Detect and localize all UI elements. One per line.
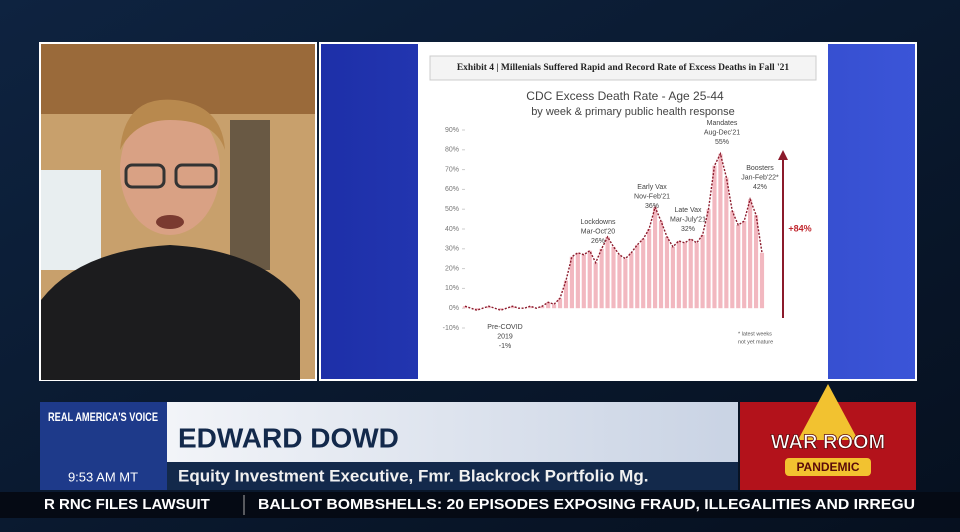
bar (486, 306, 491, 309)
ticker-left: R RNC FILES LAWSUIT (44, 496, 210, 513)
change-label: +84% (788, 223, 811, 233)
bar (462, 306, 468, 309)
bar (474, 308, 479, 311)
bar (759, 252, 765, 309)
annotation: Jan-Feb'22* (741, 174, 779, 181)
bar (498, 308, 503, 311)
network-name: REAL AMERICA'S VOICE (48, 410, 158, 424)
annotation: Aug-Dec'21 (704, 129, 740, 136)
bar (753, 215, 759, 309)
bar (724, 177, 729, 309)
bar (676, 240, 681, 309)
annotation: 42% (753, 184, 767, 191)
annotation: Mar-Oct'20 (581, 228, 616, 235)
y-tick-label: 0% (449, 305, 459, 312)
y-tick-label: 80% (445, 147, 459, 154)
annotation: Mar-July'21 (670, 216, 706, 223)
bar (670, 246, 675, 309)
logo-line2: PANDEMIC (796, 460, 859, 474)
y-tick-label: 90% (445, 127, 459, 134)
bar (706, 209, 711, 309)
bar (611, 246, 616, 309)
annotation: 2019 (497, 333, 513, 340)
bar (569, 256, 574, 309)
bar (730, 211, 735, 309)
bar (664, 236, 670, 309)
bar (546, 302, 551, 309)
annotation: Lockdowns (580, 219, 616, 226)
bar (581, 254, 586, 309)
bar (557, 298, 563, 309)
bar (718, 153, 723, 309)
chart-subtitle: by week & primary public health response (531, 106, 735, 118)
y-tick-label: 50% (445, 206, 459, 213)
ticker-right: BALLOT BOMBSHELLS: 20 EPISODES EXPOSING … (258, 496, 915, 513)
bar (540, 306, 545, 309)
bar (641, 238, 646, 309)
y-tick-label: 20% (445, 265, 459, 272)
annotation: Mandates (707, 120, 738, 127)
video-feed (39, 42, 317, 381)
bar (653, 207, 658, 309)
annotation: Late Vax (674, 207, 702, 214)
lower-third: REAL AMERICA'S VOICE 9:53 AM MT EDWARD D… (40, 384, 916, 490)
graphic-panel (319, 42, 917, 381)
bar (700, 234, 705, 309)
bar (528, 306, 533, 309)
annotation: Nov-Feb'21 (634, 193, 670, 200)
annotation: Early Vax (637, 184, 667, 191)
bar (593, 262, 598, 309)
annotation: Pre-COVID (487, 324, 522, 331)
bar (575, 252, 580, 309)
y-tick-label: -10% (443, 325, 459, 332)
annotation: 55% (715, 139, 729, 146)
network-time: 9:53 AM MT (68, 469, 138, 484)
annotation: 26% (591, 238, 605, 245)
chart-title: CDC Excess Death Rate - Age 25-44 (526, 89, 724, 103)
bar (647, 229, 652, 309)
line (464, 151, 763, 311)
footnote: * latest weeks (738, 331, 772, 337)
bar (623, 258, 628, 309)
annotation: Boosters (746, 165, 774, 172)
bar (742, 221, 747, 309)
y-tick-label: 30% (445, 246, 459, 253)
bar (712, 165, 717, 309)
bar (587, 250, 592, 309)
annotation: -1% (499, 343, 511, 350)
bar (617, 254, 622, 309)
footnote: not yet mature (738, 339, 773, 345)
exhibit-heading: Exhibit 4 | Millenials Suffered Rapid an… (457, 63, 790, 73)
bar (694, 242, 699, 309)
bar (563, 280, 569, 309)
bar (629, 252, 634, 309)
y-tick-label: 60% (445, 186, 459, 193)
bar (688, 238, 693, 309)
bar (658, 221, 664, 309)
chart: Exhibit 4 | Millenials Suffered Rapid an… (443, 63, 812, 350)
y-tick-label: 70% (445, 166, 459, 173)
y-tick-label: 40% (445, 226, 459, 233)
bar (736, 225, 741, 309)
ticker: R RNC FILES LAWSUIT BALLOT BOMBSHELLS: 2… (0, 492, 960, 518)
bar (510, 306, 515, 309)
bar (635, 244, 640, 309)
bar (748, 199, 753, 309)
y-tick-label: 10% (445, 285, 459, 292)
guest-title: Equity Investment Executive, Fmr. Blackr… (178, 466, 648, 485)
annotation: 32% (681, 226, 695, 233)
bar (552, 304, 557, 309)
guest-name: EDWARD DOWD (178, 422, 399, 453)
bar (599, 248, 604, 309)
bar (682, 242, 687, 309)
logo-line1: WAR ROOM (771, 431, 885, 453)
bar (605, 236, 610, 309)
annotation: 36% (645, 203, 659, 210)
